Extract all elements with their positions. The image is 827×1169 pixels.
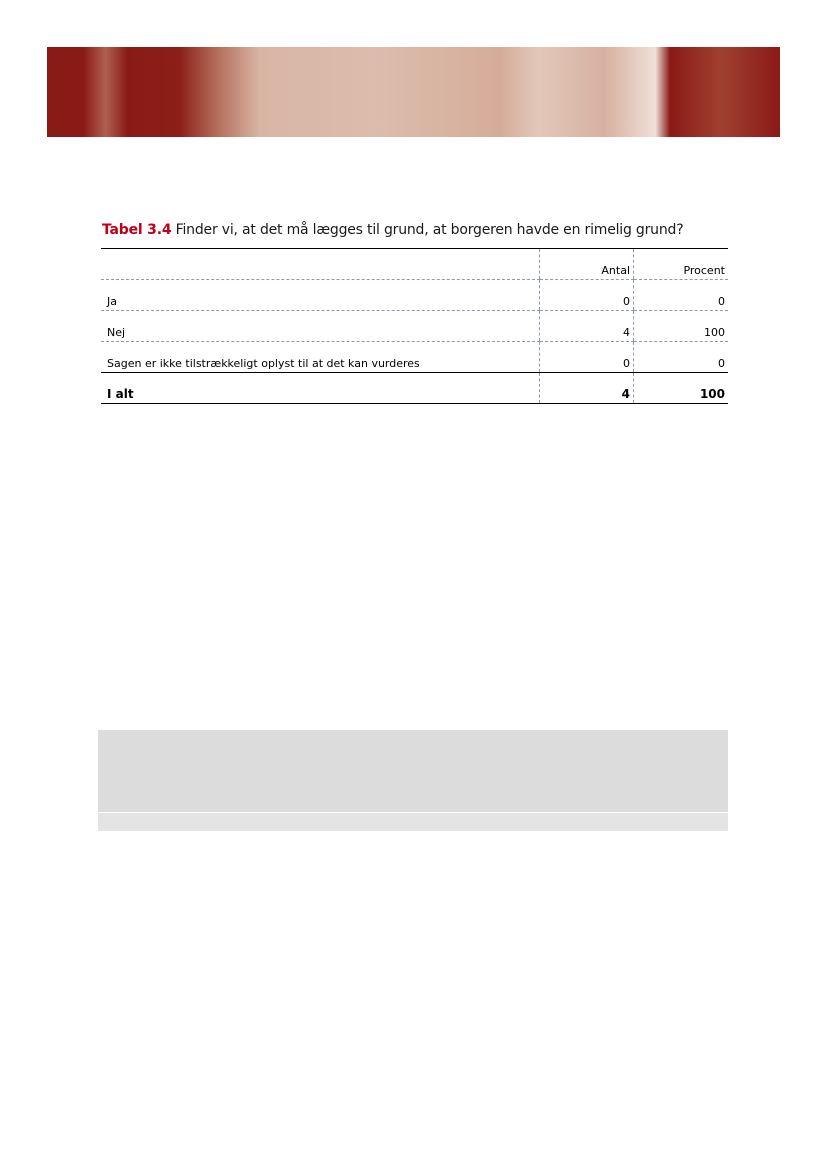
row-procent: 0 bbox=[633, 279, 728, 311]
header-banner-image bbox=[47, 47, 780, 137]
table-row: Ja 0 0 bbox=[101, 279, 728, 311]
table-row: Sagen er ikke tilstrækkeligt oplyst til … bbox=[101, 341, 728, 373]
total-antal: 4 bbox=[539, 372, 634, 404]
table-title: Finder vi, at det må lægges til grund, a… bbox=[175, 222, 684, 238]
header-cell bbox=[101, 248, 540, 280]
table-row: Nej 4 100 bbox=[101, 310, 728, 342]
results-table: Antal Procent Ja 0 0 Nej 4 100 Sagen er … bbox=[101, 248, 728, 404]
table-total-row: I alt 4 100 bbox=[101, 372, 728, 404]
total-label: I alt bbox=[101, 372, 540, 404]
gray-box bbox=[98, 730, 728, 812]
row-antal: 4 bbox=[539, 310, 634, 342]
row-label: Sagen er ikke tilstrækkeligt oplyst til … bbox=[101, 341, 540, 373]
table-number: Tabel 3.4 bbox=[102, 222, 172, 238]
header-antal: Antal bbox=[539, 248, 634, 280]
row-antal: 0 bbox=[539, 341, 634, 373]
row-procent: 100 bbox=[633, 310, 728, 342]
row-procent: 0 bbox=[633, 341, 728, 373]
total-procent: 100 bbox=[633, 372, 728, 404]
header-procent: Procent bbox=[633, 248, 728, 280]
row-label: Nej bbox=[101, 310, 540, 342]
row-antal: 0 bbox=[539, 279, 634, 311]
table-caption: Tabel 3.4 Finder vi, at det må lægges ti… bbox=[102, 222, 684, 238]
table-header-row: Antal Procent bbox=[101, 248, 728, 280]
gray-box-footer bbox=[98, 813, 728, 831]
row-label: Ja bbox=[101, 279, 540, 311]
